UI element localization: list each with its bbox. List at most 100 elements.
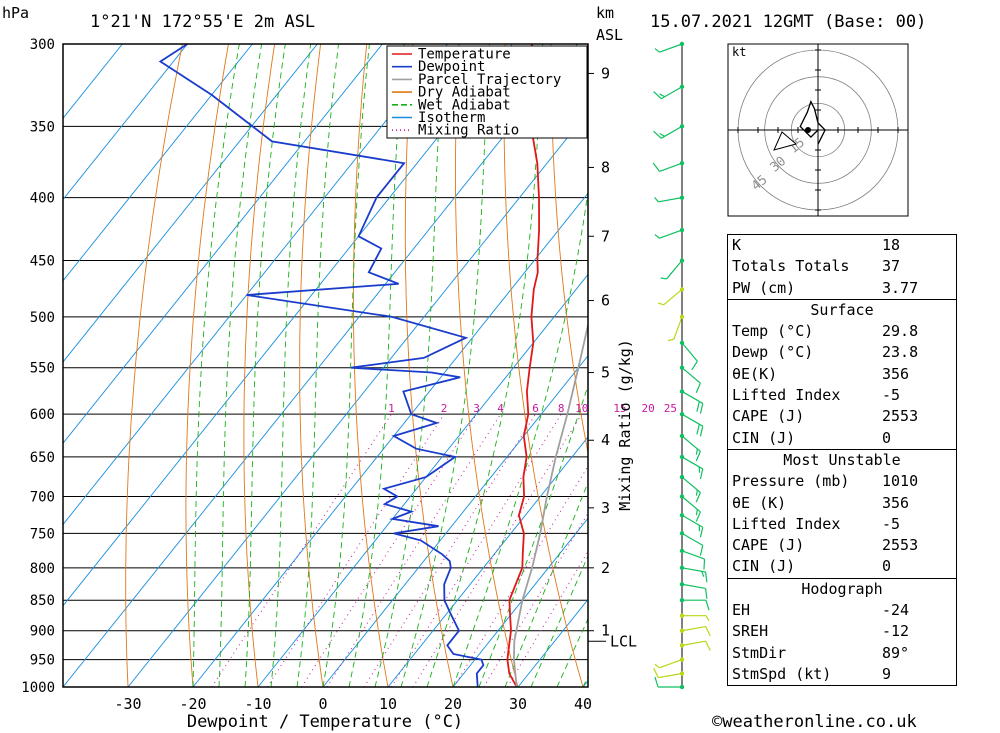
most-unstable-index-row: θE (K) 356 (728, 493, 956, 514)
pressure-tick-label: 800 (30, 561, 55, 577)
wind-barb (653, 84, 685, 100)
plot-frame (62, 43, 589, 688)
mixing-ratio-line (363, 413, 536, 687)
wet-adiabat-line (556, 617, 588, 687)
mixing-ratio-label: 10 (575, 402, 588, 415)
wet-adiabat-line (296, 44, 339, 687)
asl-unit-label: ASL (596, 26, 624, 44)
wind-barb (654, 227, 685, 239)
hodograph-index-row: StmDir 89° (728, 643, 956, 664)
temperature-tick-label: 20 (444, 695, 462, 713)
pressure-tick-label: 650 (30, 450, 55, 466)
storm-motion-marker (773, 131, 798, 151)
dry-adiabat-line (243, 44, 276, 687)
surface-index-row: θE(K) 356 (728, 364, 956, 385)
mixing-ratio-label: 2 (441, 402, 448, 415)
series-dewpoint (158, 44, 485, 687)
pressure-tick-label: 300 (30, 37, 55, 53)
mixing-ratio-label: 20 (642, 402, 655, 415)
isotherm-line (127, 111, 588, 687)
wind-barb (679, 531, 704, 556)
lcl-label: LCL (610, 632, 637, 650)
legend-label: Isotherm (418, 110, 485, 126)
legend-label: Mixing Ratio (418, 123, 519, 139)
wet-adiabat-line (322, 44, 370, 687)
wind-barb (679, 513, 704, 538)
wet-adiabat-line (400, 44, 490, 687)
wet-adiabat-line (452, 188, 588, 687)
hodograph-index-row: SREH -12 (728, 621, 956, 642)
mixing-ratio-label: 1 (388, 402, 395, 415)
series-parcel-trajectory (512, 321, 588, 687)
dry-adiabat-line (185, 44, 229, 687)
pressure-tick-label: 750 (30, 526, 55, 542)
pressure-tick-label: 550 (30, 361, 55, 377)
pressure-tick-label: 1000 (21, 680, 55, 696)
surface-index-value: -5 (882, 386, 901, 405)
temperature-tick-label: -10 (244, 695, 271, 713)
most-unstable-title: Most Unstable (783, 450, 901, 469)
isotherm-line (322, 355, 588, 687)
general-index-row: Totals Totals 37 (728, 256, 956, 277)
hodograph-index-row: EH -24 (728, 600, 956, 621)
hodograph-index-key: StmDir (732, 643, 787, 662)
surface-index-value: 0 (882, 428, 892, 447)
wet-adiabat-line (478, 384, 588, 687)
wind-barb (679, 598, 710, 611)
wind-barb (653, 668, 685, 679)
pressure-tick-label: 850 (30, 593, 55, 609)
dry-adiabat-line (125, 44, 183, 687)
wind-barb (654, 41, 685, 53)
most-unstable-index-row: Pressure (mb) 1010 (728, 471, 956, 492)
wind-barb (679, 494, 701, 522)
mixing-ratio-line (390, 413, 562, 687)
wet-adiabat-line (530, 554, 588, 687)
general-index-key: PW (cm) (732, 278, 796, 297)
hodograph-index-value: -24 (882, 601, 910, 620)
km-tick-label: 4 (601, 431, 610, 449)
surface-index-row: CIN (J) 0 (728, 428, 956, 449)
hodograph-index-row: StmSpd (kt) 9 (728, 664, 956, 685)
dry-adiabat-line (597, 44, 713, 687)
most-unstable-index-row: CIN (J) 0 (728, 556, 956, 577)
mixing-ratio-line (506, 550, 588, 687)
dry-adiabat-line (550, 44, 588, 456)
surface-index-key: θE(K) (732, 364, 778, 383)
wet-adiabat-line (374, 44, 445, 687)
storm-motion-dot (805, 127, 811, 133)
wind-barb (679, 565, 708, 583)
isotherm-line (63, 44, 123, 119)
pressure-tick-label: 950 (30, 653, 55, 669)
wind-barb (679, 365, 701, 393)
surface-index-key: CAPE (J) (732, 407, 805, 426)
hodograph-index-key: StmSpd (kt) (732, 664, 832, 683)
most-unstable-index-row: CAPE (J) 2553 (728, 535, 956, 556)
pressure-tick-label: 500 (30, 310, 55, 326)
mixing-ratio-axis-label: Mixing Ratio (g/kg) (616, 339, 634, 511)
isotherm-line (387, 436, 588, 687)
wind-barb (654, 676, 685, 690)
most-unstable-index-key: θE (K) (732, 493, 787, 512)
general-index-value: 18 (882, 236, 901, 254)
pressure-tick-label: 450 (30, 254, 55, 270)
hodograph-unit-label: kt (732, 45, 746, 59)
temperature-tick-label: -20 (179, 695, 206, 713)
wet-adiabat-line (348, 44, 405, 687)
mixing-ratio-label: 4 (497, 402, 504, 415)
copyright-text[interactable]: ©weatheronline.co.uk (712, 712, 917, 732)
wet-adiabat-line (504, 481, 588, 687)
most-unstable-index-key: CIN (J) (732, 557, 796, 576)
wind-barb (652, 160, 685, 172)
mixing-ratio-label: 6 (532, 402, 539, 415)
general-index-key: K (732, 236, 742, 254)
dry-adiabat-line (404, 44, 454, 687)
hodograph-index-key: EH (732, 601, 751, 620)
most-unstable-section: Most Unstable Pressure (mb) 1010 θE (K) 356… (728, 448, 956, 578)
location-title: 1°21'N 172°55'E 2m ASL (90, 12, 316, 32)
surface-index-key: CIN (J) (732, 428, 796, 447)
legend-label: Dry Adiabat (418, 85, 511, 101)
temperature-tick-label: 0 (318, 695, 327, 713)
isotherm-line (63, 44, 318, 363)
isotherm-line (63, 44, 448, 526)
